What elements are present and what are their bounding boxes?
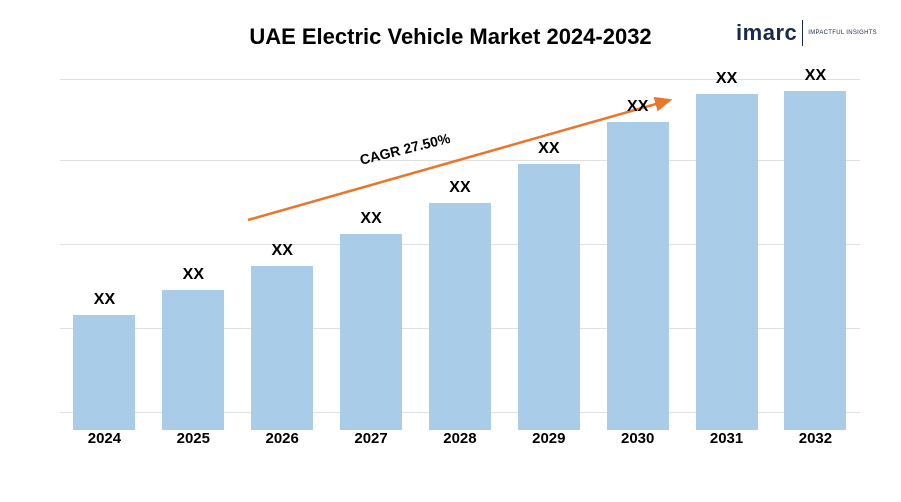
chart-plot-area: CAGR 27.50% XXXXXXXXXXXXXXXXXX 202420252…	[60, 80, 860, 450]
bar	[429, 203, 491, 431]
bar-value-label: XX	[360, 210, 381, 228]
chart-container: UAE Electric Vehicle Market 2024-2032 im…	[0, 0, 901, 502]
bar	[162, 290, 224, 430]
bar	[73, 315, 135, 431]
bar	[784, 91, 846, 431]
x-axis-label: 2032	[774, 430, 856, 450]
bar-value-label: XX	[538, 140, 559, 158]
x-axis-label: 2030	[597, 430, 679, 450]
bar	[251, 266, 313, 431]
bar-value-label: XX	[449, 179, 470, 197]
bar-value-label: XX	[627, 98, 648, 116]
logo-text: imarc	[736, 20, 797, 46]
x-axis-label: 2028	[419, 430, 501, 450]
x-axis-label: 2024	[63, 430, 145, 450]
brand-logo: imarc IMPACTFUL INSIGHTS	[736, 20, 877, 46]
bar-group: XX	[63, 291, 145, 431]
x-axis-label: 2031	[686, 430, 768, 450]
bar-value-label: XX	[272, 242, 293, 260]
x-axis-label: 2026	[241, 430, 323, 450]
chart-xlabels: 2024 2025 2026 2027 2028 2029 2030 2031 2032	[60, 430, 860, 450]
bar	[340, 234, 402, 430]
bar-value-label: XX	[94, 291, 115, 309]
bar-group: XX	[330, 210, 412, 430]
x-axis-label: 2025	[152, 430, 234, 450]
bar-group: XX	[597, 98, 679, 430]
bar-group: XX	[241, 242, 323, 431]
chart-bars: XXXXXXXXXXXXXXXXXX	[60, 80, 860, 430]
logo-divider	[802, 20, 803, 46]
bar-value-label: XX	[183, 266, 204, 284]
logo-tagline: IMPACTFUL INSIGHTS	[808, 30, 877, 37]
x-axis-label: 2029	[508, 430, 590, 450]
bar	[696, 94, 758, 430]
bar	[607, 122, 669, 430]
bar-group: XX	[152, 266, 234, 430]
bar	[518, 164, 580, 430]
bar-group: XX	[508, 140, 590, 430]
bar-value-label: XX	[805, 67, 826, 85]
bar-group: XX	[419, 179, 501, 431]
bar-value-label: XX	[716, 70, 737, 88]
bar-group: XX	[774, 67, 856, 431]
x-axis-label: 2027	[330, 430, 412, 450]
bar-group: XX	[686, 70, 768, 430]
